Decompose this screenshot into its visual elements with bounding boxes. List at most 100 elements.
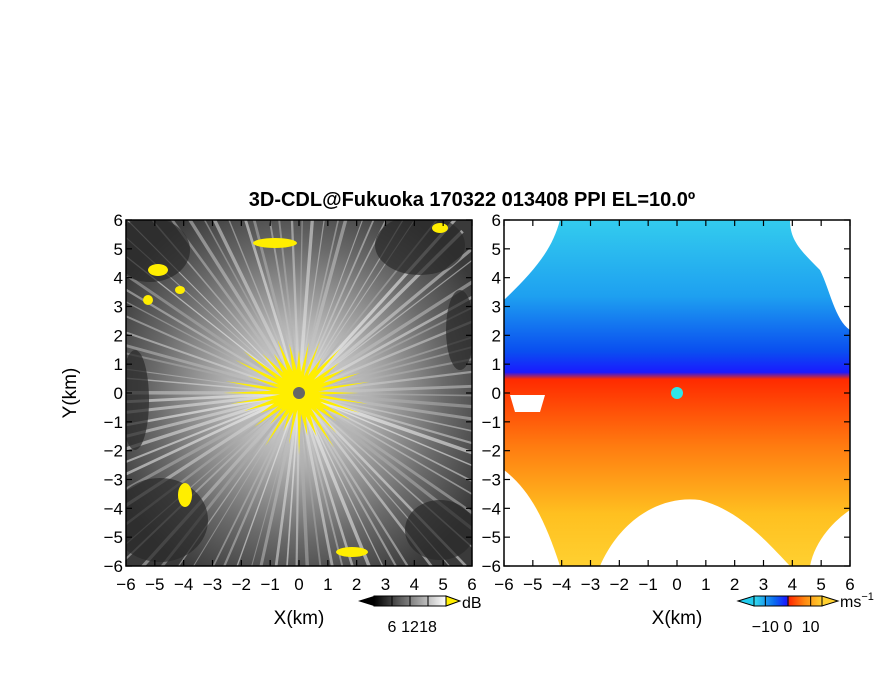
reflectivity-ray [297,392,354,566]
colorbar-tick-label: −10 [752,619,779,636]
reflectivity-ray [278,220,300,394]
y-tick-label: 2 [114,326,123,345]
y-tick-label: 6 [114,211,123,230]
y-tick-label: −5 [482,528,501,547]
colorbar-low-extension [736,595,755,607]
y-tick-label: 1 [492,355,501,374]
reflectivity-ray [298,392,472,467]
reflectivity-center-marker [293,387,305,399]
y-tick-label: −5 [104,528,123,547]
velocity-colorbar-unit: ms−1 [840,591,874,611]
reflectivity-ray [298,391,472,409]
reflectivity-ray [298,391,472,445]
no-data-region [504,470,560,566]
reflectivity-ray [297,392,310,566]
y-tick-label: −6 [104,557,123,576]
x-tick-label: 0 [672,575,681,594]
saturated-patch [432,223,448,233]
x-tick-label: 2 [352,575,361,594]
reflectivity-ray [126,352,300,394]
y-tick-label: −1 [482,413,501,432]
y-tick-label: 3 [114,298,123,317]
y-tick-label: −2 [104,442,123,461]
saturated-patch [336,547,368,557]
reflectivity-ray [126,273,300,395]
x-tick-label: −4 [552,575,571,594]
reflectivity-ray [126,391,300,438]
reflectivity-ray [126,315,300,394]
reflectivity-ray [126,344,300,395]
colorbar-tick-label: 10 [802,619,820,636]
y-tick-label: −3 [482,471,501,490]
reflectivity-y-axis-label: Y(km) [60,368,81,419]
reflectivity-ray [297,246,472,395]
colorbar-tick-label: 12 [401,619,419,636]
velocity-center-marker [671,387,683,399]
reflectivity-ray [212,220,301,394]
velocity-colorbar: −10 0 10 ms−1 [736,591,874,636]
reflectivity-ray [298,220,387,394]
reflectivity-image [126,220,472,566]
dark-patch [126,350,149,450]
x-tick-label: 2 [730,575,739,594]
no-data-region [510,395,545,412]
saturated-patch [175,286,185,294]
reflectivity-ray [126,288,300,394]
colorbar-tick-label: 18 [419,619,437,636]
x-tick-label: −3 [581,575,600,594]
saturated-patch [143,295,153,305]
reflectivity-ray [298,384,472,395]
x-tick-label: −1 [638,575,657,594]
reflectivity-ray [187,220,301,394]
x-tick-label: 6 [467,575,476,594]
y-tick-label: −1 [104,413,123,432]
colorbar-high-extension [821,595,840,607]
reflectivity-ray [298,358,472,394]
reflectivity-ray [297,220,314,394]
reflectivity-ray [126,391,300,404]
reflectivity-ray [298,392,398,566]
colorbar-tick-label: 0 [784,619,793,636]
reflectivity-ray [126,331,300,394]
y-tick-label: −4 [482,499,501,518]
reflectivity-ray [286,392,300,566]
velocity-no-data-regions [504,220,850,566]
x-tick-label: −6 [494,575,513,594]
saturated-patch [253,238,297,248]
no-data-region [600,499,790,566]
reflectivity-ray [126,391,300,492]
y-tick-label: −3 [104,471,123,490]
colorbar-low-extension [358,596,374,606]
reflectivity-ray [298,220,375,394]
y-tick-label: 3 [492,298,501,317]
y-tick-label: 4 [492,269,501,288]
x-tick-label: 5 [438,575,447,594]
reflectivity-ray [298,391,472,515]
reflectivity-ray [298,392,472,495]
reflectivity-ray [126,391,300,414]
reflectivity-ray [298,220,404,394]
dark-patch [446,290,472,370]
y-tick-label: 4 [114,269,123,288]
x-tick-label: 0 [294,575,303,594]
reflectivity-ray [297,220,348,394]
x-tick-label: −2 [610,575,629,594]
y-tick-label: 0 [492,384,501,403]
reflectivity-ray [290,220,301,394]
colorbar-high-extension [445,595,462,607]
x-tick-label: −5 [145,575,164,594]
reflectivity-ray [252,220,301,394]
reflectivity-x-axis-label: X(km) [274,608,325,629]
saturated-patch [148,264,168,276]
reflectivity-ray [298,392,384,566]
velocity-image [504,220,850,566]
x-tick-label: 1 [701,575,710,594]
saturated-patch [178,483,192,507]
colorbar-tick-label: 6 [388,619,397,636]
reflectivity-ray [298,346,472,394]
reflectivity-ray [203,220,300,394]
